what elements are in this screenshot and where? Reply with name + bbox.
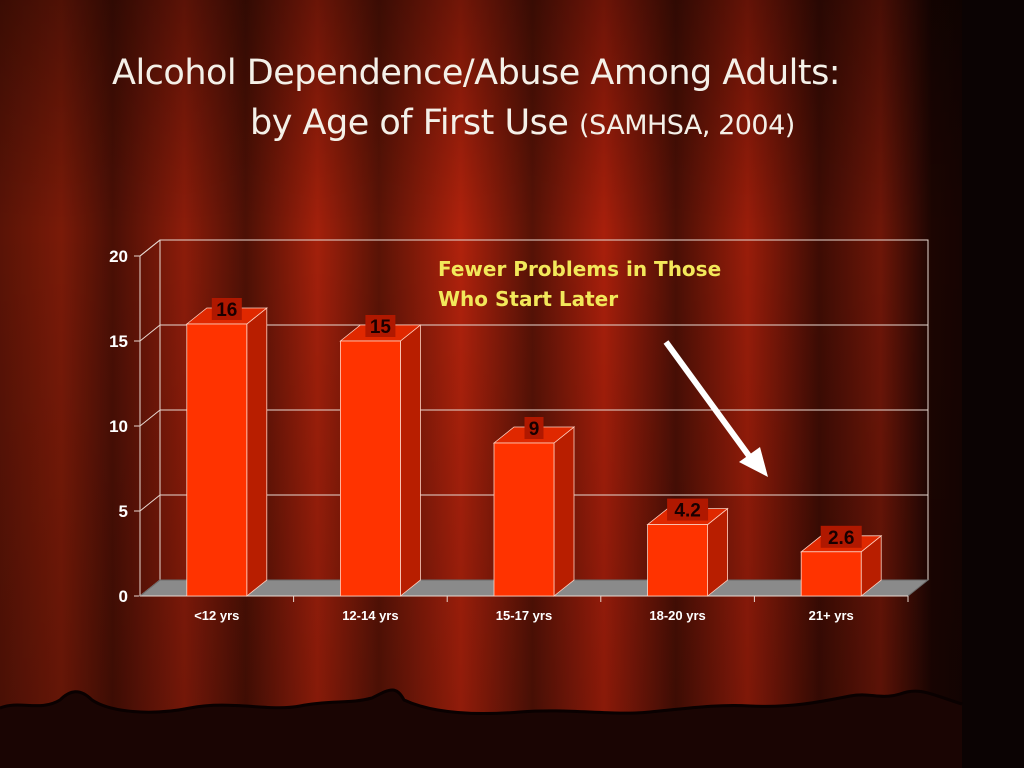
slide-title-line1: Alcohol Dependence/Abuse Among Adults: — [112, 53, 841, 93]
x-tick-label: 18-20 yrs — [649, 608, 705, 623]
data-label: 9 — [529, 419, 540, 440]
arrow-head — [739, 447, 768, 477]
annotation-line1: Fewer Problems in Those — [438, 257, 722, 281]
slide-title-main: by Age of First Use — [250, 103, 569, 143]
data-label: 4.2 — [674, 501, 700, 522]
chart-annotation: Fewer Problems in Those Who Start Later — [438, 254, 858, 314]
data-label: 16 — [216, 300, 237, 321]
x-tick-label: <12 yrs — [194, 608, 239, 623]
x-tick-label: 21+ yrs — [809, 608, 854, 623]
bar-side — [246, 307, 268, 597]
bar — [492, 426, 576, 597]
y-tick-label: 20 — [109, 247, 128, 266]
bar — [185, 307, 268, 597]
data-label-background — [524, 417, 544, 439]
bar-front — [493, 442, 555, 597]
bar-front — [339, 340, 401, 597]
chart-labels: 0 5 10 15 20 <12 yrs 16 12-14 yrs 15 15-17 yrs 9 18… — [109, 247, 909, 623]
slide-title-citation: (SAMHSA, 2004) — [579, 110, 795, 141]
data-label: 2.6 — [828, 528, 854, 549]
y-tick-label: 15 — [109, 332, 128, 351]
gridline-side — [139, 494, 161, 512]
bar-front — [186, 323, 248, 597]
gridline-side — [139, 239, 161, 257]
arrow-shaft — [663, 340, 755, 462]
y-tick-label: 0 — [119, 587, 128, 606]
data-label-background — [667, 498, 709, 521]
bar — [646, 507, 729, 597]
slide-title-line2: by Age of First Use (SAMHSA, 2004) — [250, 100, 1024, 149]
x-tick-label: 12-14 yrs — [342, 608, 398, 623]
y-tick-label: 10 — [109, 417, 128, 436]
bar — [339, 324, 422, 597]
bar-side — [553, 426, 575, 597]
data-label: 15 — [370, 317, 392, 338]
data-label-background — [365, 315, 396, 337]
bar-front — [800, 551, 862, 597]
x-tick-label: 15-17 yrs — [496, 608, 552, 623]
bar-front — [647, 524, 708, 597]
data-label-background — [211, 298, 242, 320]
bar-side — [399, 324, 421, 597]
chart-bars — [185, 307, 883, 597]
annotation-line2: Who Start Later — [438, 287, 619, 311]
gridline-side — [139, 409, 161, 427]
gridline-side — [139, 324, 161, 342]
data-label-background — [820, 525, 862, 548]
y-tick-label: 5 — [119, 502, 128, 521]
down-arrow-icon — [663, 340, 768, 477]
